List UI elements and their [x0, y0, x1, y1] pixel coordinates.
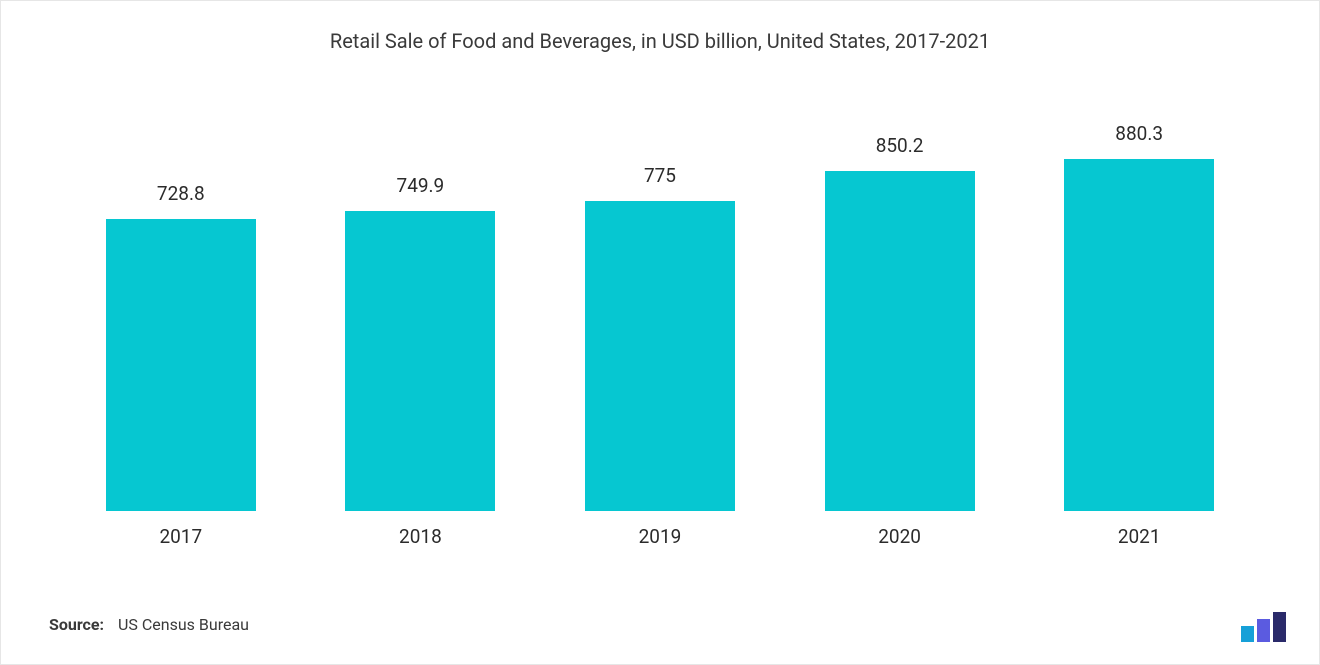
brand-logo [1241, 612, 1291, 642]
chart-plot-area: 728.8 749.9 775 850.2 880.3 2017201820192020… [61, 111, 1259, 551]
logo-bar-3 [1273, 612, 1286, 642]
bar-slot: 775 [540, 111, 780, 511]
logo-bar-2 [1257, 619, 1270, 642]
x-axis-category: 2019 [540, 515, 780, 548]
bar [825, 171, 975, 511]
bar-value-label: 880.3 [1115, 122, 1163, 145]
x-axis-category: 2020 [780, 515, 1020, 548]
bar-value-label: 775 [644, 164, 676, 187]
chart-title: Retail Sale of Food and Beverages, in US… [1, 1, 1319, 53]
bar-slot: 728.8 [61, 111, 301, 511]
logo-bar-1 [1241, 626, 1254, 642]
bar-value-label: 749.9 [397, 174, 445, 197]
source-footnote: Source: US Census Bureau [49, 615, 249, 634]
x-axis-labels: 20172018201920202021 [61, 515, 1259, 551]
bar [345, 211, 495, 511]
bar-slot: 850.2 [780, 111, 1020, 511]
x-axis-category: 2018 [301, 515, 541, 548]
bar [1064, 159, 1214, 511]
bar [106, 219, 256, 511]
bar-value-label: 728.8 [157, 182, 205, 205]
bar [585, 201, 735, 511]
source-text: US Census Bureau [118, 615, 249, 634]
bars-container: 728.8 749.9 775 850.2 880.3 [61, 111, 1259, 511]
bar-value-label: 850.2 [876, 134, 924, 157]
x-axis-category: 2021 [1019, 515, 1259, 548]
source-label: Source: [49, 615, 104, 634]
bar-slot: 880.3 [1019, 111, 1259, 511]
x-axis-category: 2017 [61, 515, 301, 548]
bar-slot: 749.9 [301, 111, 541, 511]
